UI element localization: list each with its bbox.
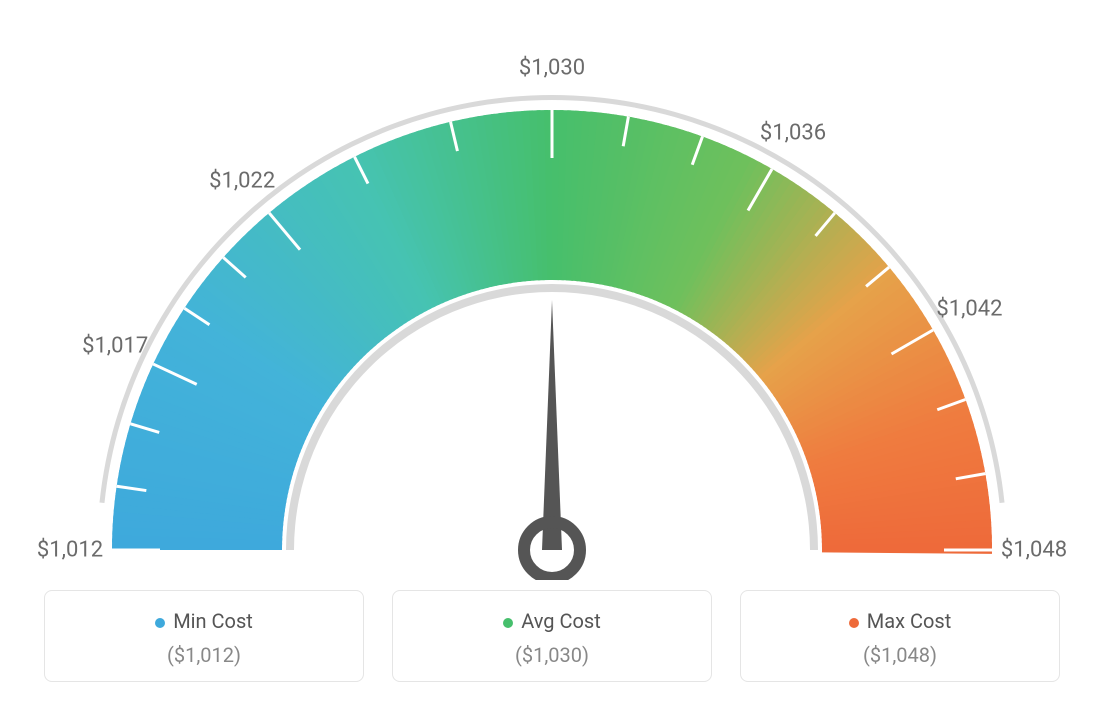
legend-title: Min Cost [45,609,363,633]
tick-label: $1,030 [519,56,585,81]
legend-row: Min Cost ($1,012) Avg Cost ($1,030) Max Cost… [20,590,1084,682]
legend-dot-icon [503,618,513,628]
legend-dot-icon [849,618,859,628]
legend-card-avg: Avg Cost ($1,030) [392,590,712,682]
cost-gauge: $1,012 $1,017 $1,022 $1,030 $1,036 $1,042 $1,0… [20,20,1084,580]
tick-label: $1,036 [760,120,826,145]
tick-label: $1,042 [936,297,1002,322]
gauge-needle [542,300,562,550]
legend-title: Max Cost [741,609,1059,633]
tick-label: $1,048 [1001,538,1067,563]
legend-card-max: Max Cost ($1,048) [740,590,1060,682]
tick-label: $1,022 [209,168,275,193]
legend-title: Avg Cost [393,609,711,633]
gauge-svg [20,20,1084,580]
legend-dot-icon [155,618,165,628]
legend-card-min: Min Cost ($1,012) [44,590,364,682]
tick-label: $1,017 [82,334,148,359]
legend-value: ($1,030) [393,643,711,667]
legend-value: ($1,012) [45,643,363,667]
legend-value: ($1,048) [741,643,1059,667]
tick-label: $1,012 [37,538,103,563]
